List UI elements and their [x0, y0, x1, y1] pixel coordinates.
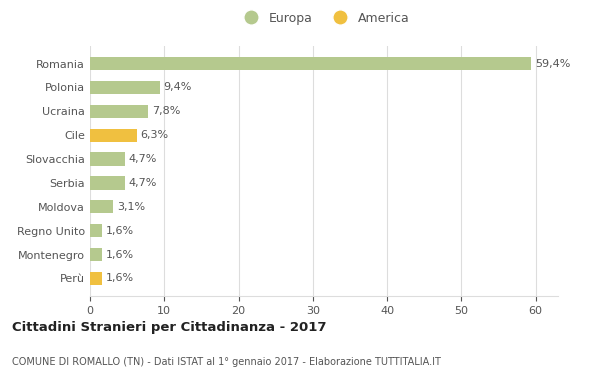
Text: 9,4%: 9,4%	[164, 82, 192, 92]
Text: 4,7%: 4,7%	[128, 178, 157, 188]
Text: 59,4%: 59,4%	[535, 59, 571, 68]
Bar	[90, 81, 160, 94]
Text: 4,7%: 4,7%	[128, 154, 157, 164]
Bar	[90, 248, 102, 261]
Text: 1,6%: 1,6%	[106, 226, 134, 236]
Bar	[90, 272, 102, 285]
Bar	[90, 152, 125, 166]
Text: 7,8%: 7,8%	[152, 106, 180, 116]
Bar	[90, 128, 137, 142]
Bar	[90, 224, 102, 237]
Bar	[90, 105, 148, 118]
Legend: Europa, America: Europa, America	[233, 7, 415, 30]
Text: 1,6%: 1,6%	[106, 250, 134, 260]
Text: 3,1%: 3,1%	[117, 202, 145, 212]
Text: 1,6%: 1,6%	[106, 274, 134, 283]
Bar	[90, 200, 113, 214]
Text: 6,3%: 6,3%	[140, 130, 169, 140]
Bar	[90, 57, 531, 70]
Bar	[90, 176, 125, 190]
Text: COMUNE DI ROMALLO (TN) - Dati ISTAT al 1° gennaio 2017 - Elaborazione TUTTITALIA: COMUNE DI ROMALLO (TN) - Dati ISTAT al 1…	[12, 357, 441, 367]
Text: Cittadini Stranieri per Cittadinanza - 2017: Cittadini Stranieri per Cittadinanza - 2…	[12, 321, 326, 334]
